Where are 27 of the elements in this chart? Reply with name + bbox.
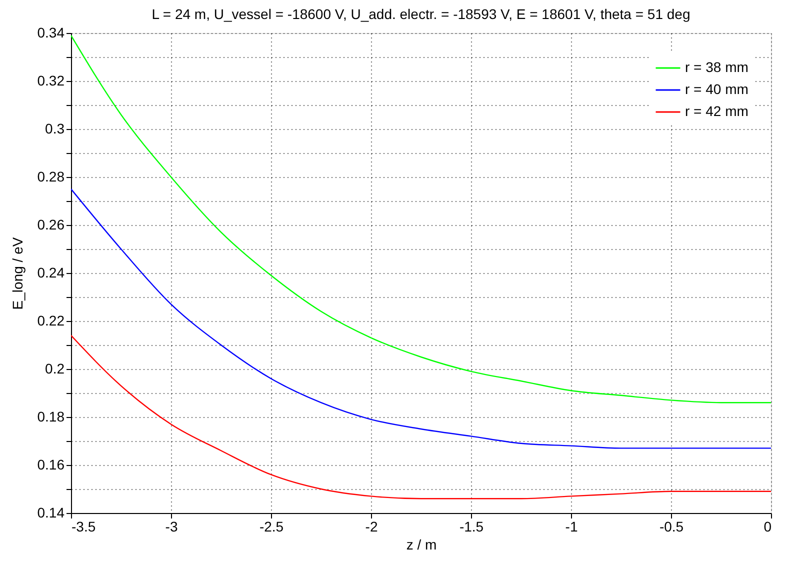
x-tick-label: -2 <box>365 518 378 534</box>
y-tick-label: 0.22 <box>37 312 65 328</box>
y-tick-label: 0.16 <box>37 456 65 472</box>
y-tick-label: 0.2 <box>45 360 65 376</box>
chart-title: L = 24 m, U_vessel = -18600 V, U_add. electr. = -18593 V, E = 18601 V, theta = 51 deg <box>152 6 690 22</box>
line-series <box>71 188 771 449</box>
y-tick-label: 0.26 <box>37 216 65 232</box>
y-tick-label: 0.34 <box>37 24 65 40</box>
x-tick-label: -0.5 <box>659 518 684 534</box>
x-tick-label: -2.5 <box>259 518 284 534</box>
legend-label: r = 38 mm <box>685 59 748 75</box>
y-tick-label: 0.32 <box>37 72 65 88</box>
y-tick-label: 0.18 <box>37 408 65 424</box>
y-axis-title: E_long / eV <box>9 236 26 310</box>
line-series <box>71 334 771 500</box>
x-tick-label: -1.5 <box>459 518 484 534</box>
y-tick-label: 0.24 <box>37 264 65 280</box>
y-tick-label: 0.3 <box>45 120 65 136</box>
y-tick-label: 0.14 <box>37 504 65 520</box>
legend-label: r = 42 mm <box>685 103 748 119</box>
legend-label: r = 40 mm <box>685 81 748 97</box>
x-tick-label: -1 <box>565 518 578 534</box>
x-tick-label: -3.5 <box>72 518 96 534</box>
x-tick-label: -3 <box>165 518 178 534</box>
x-axis-title: z / m <box>406 536 437 552</box>
x-tick-label: 0 <box>764 518 772 534</box>
y-tick-label: 0.28 <box>37 168 65 184</box>
